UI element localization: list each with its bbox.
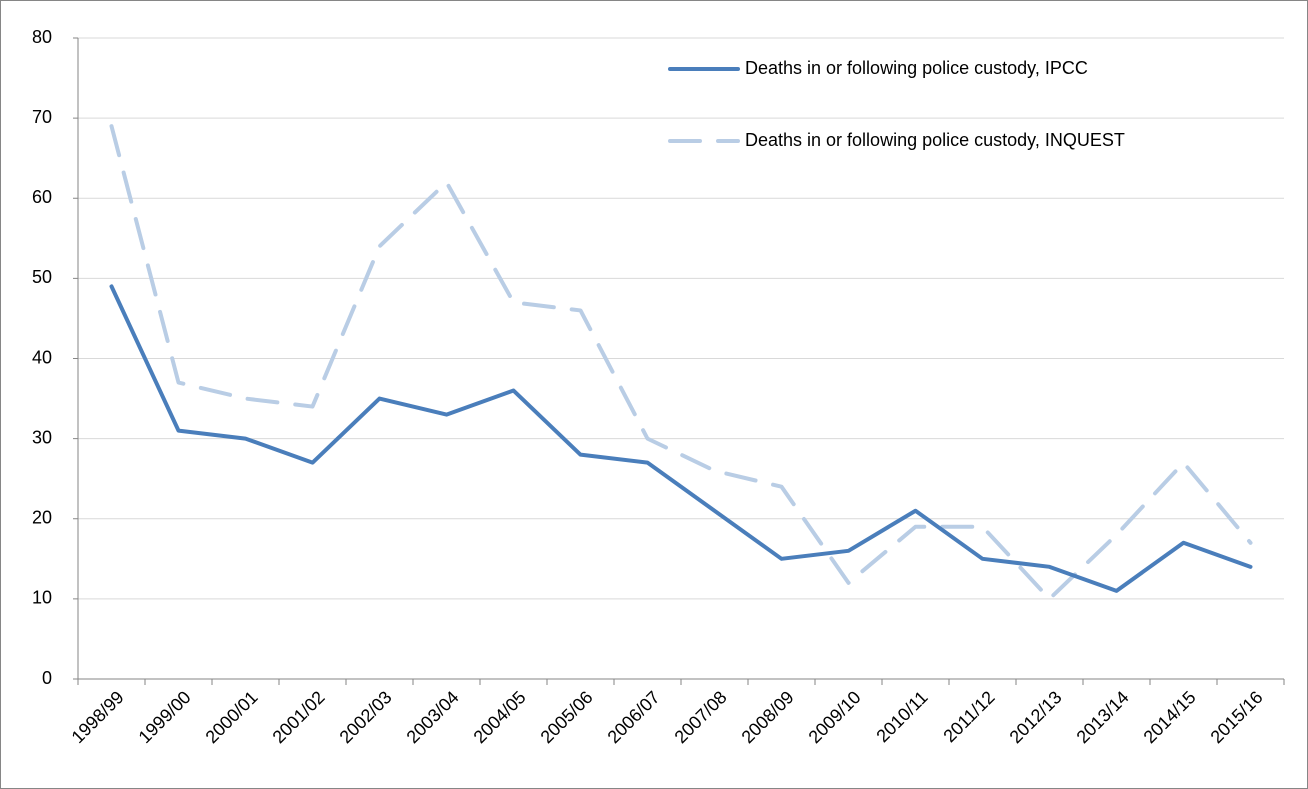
y-tick-label: 20 bbox=[32, 508, 52, 528]
y-tick-label: 0 bbox=[42, 668, 52, 688]
series-line bbox=[109, 284, 1253, 593]
y-tick-label: 40 bbox=[32, 347, 52, 367]
y-tick-label: 30 bbox=[32, 427, 52, 447]
legend-label: Deaths in or following police custody, I… bbox=[745, 58, 1088, 78]
series-line bbox=[109, 124, 1253, 601]
y-tick-label: 10 bbox=[32, 588, 52, 608]
y-tick-label: 50 bbox=[32, 267, 52, 287]
y-tick-label: 70 bbox=[32, 107, 52, 127]
legend-label: Deaths in or following police custody, I… bbox=[745, 130, 1125, 150]
y-tick-label: 80 bbox=[32, 27, 52, 47]
y-tick-label: 60 bbox=[32, 187, 52, 207]
